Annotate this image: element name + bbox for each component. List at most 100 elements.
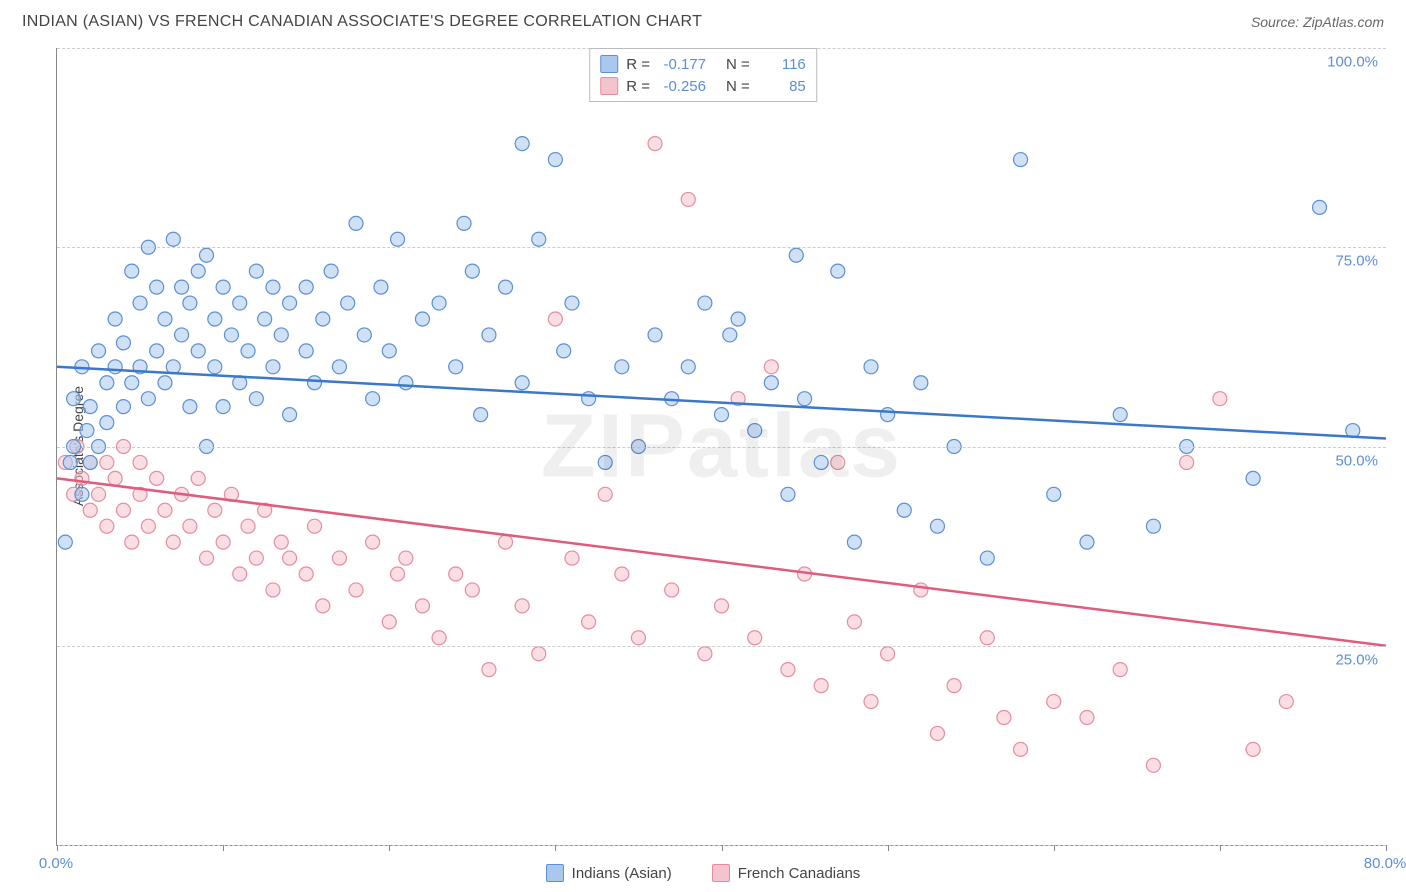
data-point	[299, 567, 313, 581]
x-tick	[888, 845, 889, 851]
data-point	[665, 583, 679, 597]
data-point	[183, 400, 197, 414]
data-point	[249, 264, 263, 278]
legend-item-series2: French Canadians	[712, 864, 861, 882]
data-point	[266, 360, 280, 374]
data-point	[175, 328, 189, 342]
data-point	[548, 153, 562, 167]
data-point	[814, 455, 828, 469]
data-point	[150, 280, 164, 294]
data-point	[648, 328, 662, 342]
data-point	[831, 264, 845, 278]
data-point	[582, 615, 596, 629]
data-point	[615, 567, 629, 581]
data-point	[515, 599, 529, 613]
x-tick	[555, 845, 556, 851]
data-point	[150, 471, 164, 485]
legend-label-series2: French Canadians	[738, 865, 861, 882]
data-point	[100, 376, 114, 390]
data-point	[415, 312, 429, 326]
data-point	[349, 216, 363, 230]
data-point	[1246, 471, 1260, 485]
data-point	[108, 312, 122, 326]
data-point	[67, 392, 81, 406]
data-point	[274, 535, 288, 549]
data-point	[1146, 758, 1160, 772]
data-point	[715, 408, 729, 422]
data-point	[150, 344, 164, 358]
y-tick-label: 75.0%	[1335, 253, 1378, 270]
data-point	[125, 264, 139, 278]
data-point	[366, 535, 380, 549]
data-point	[748, 424, 762, 438]
y-tick-label: 25.0%	[1335, 651, 1378, 668]
y-tick-label: 100.0%	[1327, 54, 1378, 71]
gridline-h	[57, 247, 1386, 248]
data-point	[615, 360, 629, 374]
data-point	[116, 503, 130, 517]
data-point	[283, 296, 297, 310]
data-point	[847, 535, 861, 549]
data-point	[83, 503, 97, 517]
data-point	[980, 631, 994, 645]
data-point	[216, 280, 230, 294]
data-point	[283, 408, 297, 422]
data-point	[847, 615, 861, 629]
data-point	[125, 535, 139, 549]
data-point	[332, 360, 346, 374]
data-point	[930, 519, 944, 533]
data-point	[191, 471, 205, 485]
data-point	[391, 232, 405, 246]
data-point	[864, 360, 878, 374]
data-point	[764, 376, 778, 390]
data-point	[258, 312, 272, 326]
data-point	[980, 551, 994, 565]
data-point	[449, 360, 463, 374]
data-point	[1080, 535, 1094, 549]
plot-region: ZIPatlas 25.0%50.0%75.0%100.0%	[56, 48, 1386, 846]
data-point	[648, 137, 662, 151]
data-point	[299, 344, 313, 358]
data-point	[781, 487, 795, 501]
data-point	[1279, 695, 1293, 709]
data-point	[930, 726, 944, 740]
data-point	[565, 551, 579, 565]
x-tick	[57, 845, 58, 851]
data-point	[100, 455, 114, 469]
data-point	[166, 232, 180, 246]
x-tick	[722, 845, 723, 851]
data-point	[399, 376, 413, 390]
data-point	[63, 455, 77, 469]
data-point	[200, 248, 214, 262]
data-point	[100, 416, 114, 430]
stats-row-series2: R = -0.256 N = 85	[600, 75, 806, 97]
data-point	[1213, 392, 1227, 406]
data-point	[764, 360, 778, 374]
data-point	[208, 503, 222, 517]
data-point	[200, 551, 214, 565]
data-point	[233, 567, 247, 581]
chart-area: ZIPatlas 25.0%50.0%75.0%100.0%	[56, 48, 1386, 846]
x-tick	[1386, 845, 1387, 851]
data-point	[731, 312, 745, 326]
data-point	[92, 487, 106, 501]
data-point	[465, 264, 479, 278]
data-point	[1047, 487, 1061, 501]
data-point	[266, 280, 280, 294]
gridline-h	[57, 447, 1386, 448]
x-tick-label: 0.0%	[39, 855, 73, 872]
data-point	[324, 264, 338, 278]
data-point	[83, 455, 97, 469]
data-point	[914, 376, 928, 390]
data-point	[415, 599, 429, 613]
data-point	[532, 232, 546, 246]
data-point	[798, 392, 812, 406]
x-tick	[1220, 845, 1221, 851]
swatch-series2	[600, 77, 618, 95]
x-tick	[223, 845, 224, 851]
data-point	[233, 296, 247, 310]
data-point	[881, 408, 895, 422]
data-point	[307, 519, 321, 533]
data-point	[515, 137, 529, 151]
data-point	[307, 376, 321, 390]
